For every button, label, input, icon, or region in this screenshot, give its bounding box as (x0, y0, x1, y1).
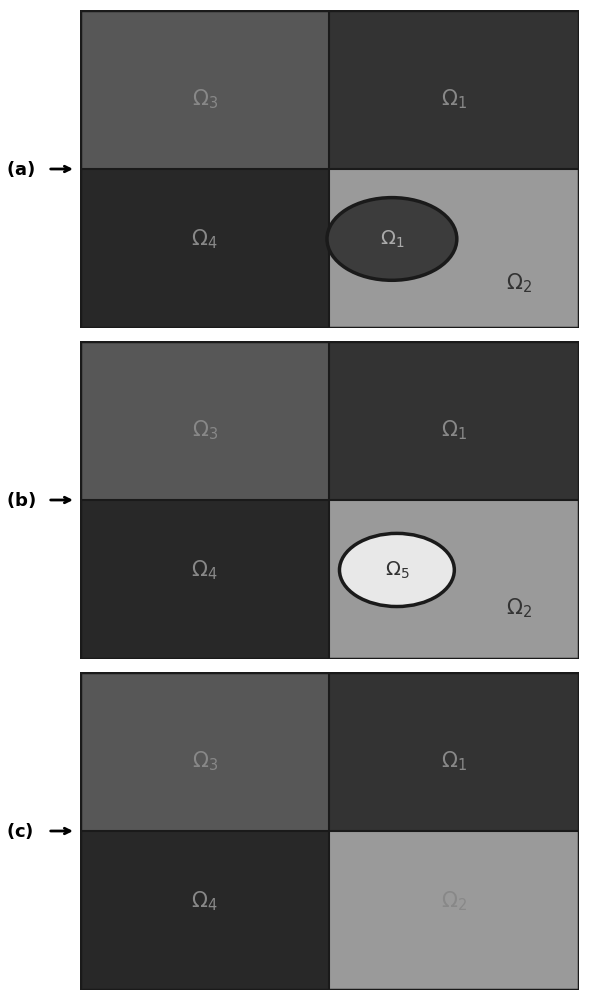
Text: $\Omega_{3}$: $\Omega_{3}$ (191, 749, 217, 773)
Bar (329, 831, 579, 990)
Circle shape (327, 198, 457, 280)
Bar (80, 672, 329, 831)
Text: $\Omega_{3}$: $\Omega_{3}$ (191, 418, 217, 442)
Text: $\mathbf{(b)}$: $\mathbf{(b)}$ (6, 490, 36, 510)
Text: $\Omega_{4}$: $\Omega_{4}$ (191, 889, 218, 913)
Text: $\Omega_{4}$: $\Omega_{4}$ (191, 227, 218, 251)
Text: $\Omega_{1}$: $\Omega_{1}$ (441, 87, 467, 111)
Text: $\Omega_{1}$: $\Omega_{1}$ (379, 228, 404, 250)
Text: $\mathbf{(a)}$: $\mathbf{(a)}$ (6, 159, 35, 179)
Text: $\Omega_{4}$: $\Omega_{4}$ (191, 558, 218, 582)
Text: $\Omega_{3}$: $\Omega_{3}$ (191, 87, 217, 111)
Bar (80, 341, 329, 500)
Bar (329, 10, 579, 169)
Text: $\Omega_{1}$: $\Omega_{1}$ (441, 749, 467, 773)
Text: $\Omega_{2}$: $\Omega_{2}$ (506, 272, 532, 295)
Text: $\Omega_{2}$: $\Omega_{2}$ (441, 889, 467, 913)
Circle shape (339, 533, 454, 607)
Bar (80, 831, 329, 990)
Bar (329, 169, 579, 328)
Bar (329, 500, 579, 659)
Text: $\mathbf{(c)}$: $\mathbf{(c)}$ (6, 821, 34, 841)
Text: $\Omega_{2}$: $\Omega_{2}$ (506, 596, 532, 620)
Text: $\Omega_{1}$: $\Omega_{1}$ (441, 418, 467, 442)
Bar (329, 341, 579, 500)
Bar (80, 10, 329, 169)
Bar (80, 169, 329, 328)
Text: $\Omega_{5}$: $\Omega_{5}$ (385, 559, 409, 581)
Bar (80, 500, 329, 659)
Bar (329, 672, 579, 831)
